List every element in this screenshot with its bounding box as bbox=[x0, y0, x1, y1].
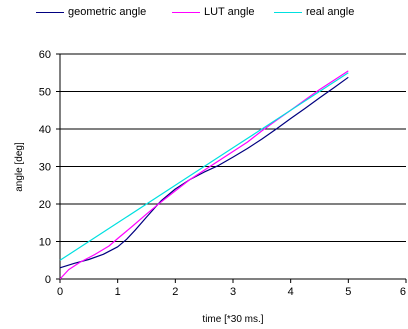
y-tick-label: 0 bbox=[45, 274, 51, 286]
tick-labels: 0 10 20 30 40 50 60 0 1 2 3 4 5 6 bbox=[39, 49, 406, 298]
series-line-real-angle bbox=[59, 72, 349, 261]
legend-item-real: real angle bbox=[274, 4, 354, 20]
x-tick-label: 0 bbox=[57, 286, 63, 298]
x-tick-label: 2 bbox=[172, 286, 178, 298]
y-tick-label: 10 bbox=[39, 237, 51, 249]
x-tick-label: 1 bbox=[115, 286, 121, 298]
y-tick-label: 60 bbox=[39, 49, 51, 61]
legend-line-real bbox=[274, 11, 302, 13]
axes bbox=[56, 53, 407, 283]
legend-label-real: real angle bbox=[306, 6, 355, 18]
x-tick-label: 4 bbox=[288, 286, 294, 298]
series-lines bbox=[59, 70, 349, 280]
x-tick-label: 5 bbox=[345, 286, 351, 298]
legend-label-lut: LUT angle bbox=[204, 6, 255, 18]
x-tick-label: 6 bbox=[400, 286, 406, 298]
gridlines bbox=[60, 53, 406, 242]
series-line-geometric-angle bbox=[59, 76, 349, 269]
legend-line-lut bbox=[172, 11, 200, 13]
legend-item-lut: LUT angle bbox=[172, 4, 255, 20]
legend-label-geometric: geometric angle bbox=[68, 6, 147, 18]
x-axis-title: time [*30 ms.] bbox=[202, 314, 263, 325]
legend-line-geometric bbox=[36, 11, 64, 13]
series-line-lut-angle bbox=[59, 70, 349, 280]
y-axis-title: angle [deg] bbox=[14, 142, 25, 192]
legend-item-geometric: geometric angle bbox=[36, 4, 146, 20]
y-tick-label: 20 bbox=[39, 199, 51, 211]
y-tick-label: 50 bbox=[39, 87, 51, 99]
y-tick-label: 40 bbox=[39, 124, 51, 136]
y-tick-label: 30 bbox=[39, 162, 51, 174]
x-tick-label: 3 bbox=[230, 286, 236, 298]
